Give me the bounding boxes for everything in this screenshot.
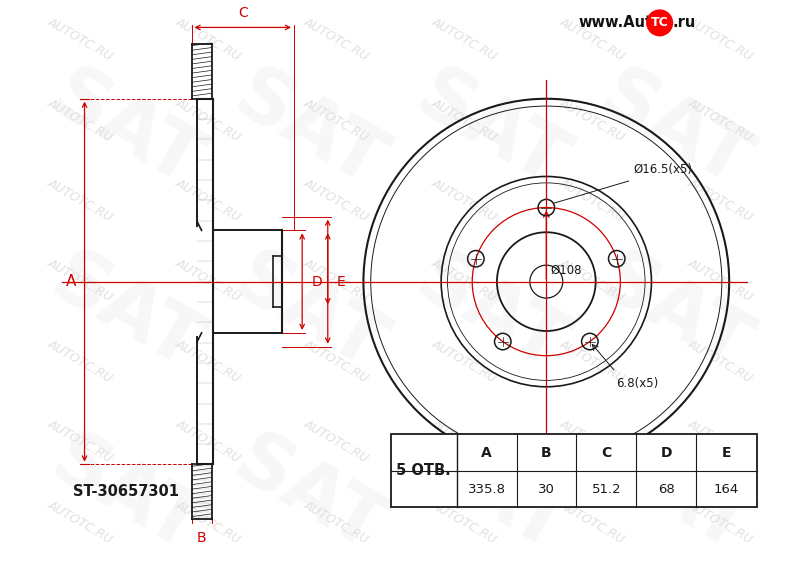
Text: SAT: SAT: [403, 241, 579, 386]
Text: AUTOTC.RU: AUTOTC.RU: [429, 337, 499, 385]
Text: AUTOTC.RU: AUTOTC.RU: [45, 176, 115, 224]
Text: AUTOTC.RU: AUTOTC.RU: [173, 176, 243, 224]
Circle shape: [647, 10, 673, 36]
Text: AUTOTC.RU: AUTOTC.RU: [557, 337, 627, 385]
Text: AUTOTC.RU: AUTOTC.RU: [45, 498, 115, 546]
Text: SAT: SAT: [586, 58, 762, 203]
Text: B: B: [542, 446, 552, 460]
Text: 68: 68: [658, 482, 674, 496]
Text: E: E: [722, 446, 731, 460]
Text: AUTOTC.RU: AUTOTC.RU: [45, 337, 115, 385]
Text: AUTOTC.RU: AUTOTC.RU: [45, 96, 115, 144]
Text: AUTOTC.RU: AUTOTC.RU: [429, 15, 499, 63]
Text: AUTOTC.RU: AUTOTC.RU: [301, 418, 371, 466]
Text: AUTOTC.RU: AUTOTC.RU: [685, 337, 755, 385]
Text: AUTOTC.RU: AUTOTC.RU: [301, 176, 371, 224]
Text: ST-30657301: ST-30657301: [73, 484, 178, 499]
Text: AUTOTC.RU: AUTOTC.RU: [301, 337, 371, 385]
Text: AUTOTC.RU: AUTOTC.RU: [173, 337, 243, 385]
Text: SAT: SAT: [586, 241, 762, 386]
Text: B: B: [197, 531, 206, 545]
Text: TC: TC: [651, 17, 669, 29]
Text: SAT: SAT: [221, 241, 397, 386]
Text: AUTOTC.RU: AUTOTC.RU: [685, 418, 755, 466]
Text: A: A: [482, 446, 492, 460]
Text: Ø16.5(x5): Ø16.5(x5): [633, 163, 692, 176]
Text: 30: 30: [538, 482, 555, 496]
Text: D: D: [661, 446, 672, 460]
Text: AUTOTC.RU: AUTOTC.RU: [557, 96, 627, 144]
Text: AUTOTC.RU: AUTOTC.RU: [45, 15, 115, 63]
Text: AUTOTC.RU: AUTOTC.RU: [557, 257, 627, 305]
Text: SAT: SAT: [221, 58, 397, 203]
Text: AUTOTC.RU: AUTOTC.RU: [429, 176, 499, 224]
Text: 5 ОТВ.: 5 ОТВ.: [396, 464, 451, 478]
Text: AUTOTC.RU: AUTOTC.RU: [173, 498, 243, 546]
Text: AUTOTC.RU: AUTOTC.RU: [429, 96, 499, 144]
Text: 6.8(x5): 6.8(x5): [616, 376, 658, 390]
Text: SAT: SAT: [403, 58, 579, 203]
Text: www.Auto: www.Auto: [578, 15, 662, 30]
Text: SAT: SAT: [38, 425, 214, 568]
Text: AUTOTC.RU: AUTOTC.RU: [685, 257, 755, 305]
Text: AUTOTC.RU: AUTOTC.RU: [557, 418, 627, 466]
Text: AUTOTC.RU: AUTOTC.RU: [557, 15, 627, 63]
Text: AUTOTC.RU: AUTOTC.RU: [685, 498, 755, 546]
Text: 51.2: 51.2: [592, 482, 622, 496]
Text: AUTOTC.RU: AUTOTC.RU: [173, 418, 243, 466]
Text: AUTOTC.RU: AUTOTC.RU: [685, 96, 755, 144]
Text: AUTOTC.RU: AUTOTC.RU: [685, 176, 755, 224]
Text: AUTOTC.RU: AUTOTC.RU: [429, 498, 499, 546]
Text: AUTOTC.RU: AUTOTC.RU: [685, 15, 755, 63]
Text: 164: 164: [714, 482, 739, 496]
Text: AUTOTC.RU: AUTOTC.RU: [301, 96, 371, 144]
Text: E: E: [337, 274, 346, 289]
Text: .ru: .ru: [673, 15, 696, 30]
FancyBboxPatch shape: [391, 434, 757, 508]
Text: SAT: SAT: [38, 58, 214, 203]
Text: SAT: SAT: [586, 425, 762, 568]
Text: AUTOTC.RU: AUTOTC.RU: [45, 418, 115, 466]
Text: AUTOTC.RU: AUTOTC.RU: [301, 498, 371, 546]
Text: A: A: [66, 274, 76, 289]
Text: AUTOTC.RU: AUTOTC.RU: [557, 176, 627, 224]
Text: AUTOTC.RU: AUTOTC.RU: [301, 15, 371, 63]
Text: Ø108: Ø108: [551, 264, 582, 277]
Text: SAT: SAT: [221, 425, 397, 568]
Text: AUTOTC.RU: AUTOTC.RU: [429, 418, 499, 466]
Text: C: C: [602, 446, 611, 460]
Text: AUTOTC.RU: AUTOTC.RU: [301, 257, 371, 305]
Text: SAT: SAT: [403, 425, 579, 568]
Text: AUTOTC.RU: AUTOTC.RU: [429, 257, 499, 305]
Text: AUTOTC.RU: AUTOTC.RU: [173, 257, 243, 305]
Text: 335.8: 335.8: [468, 482, 506, 496]
Text: AUTOTC.RU: AUTOTC.RU: [173, 15, 243, 63]
Text: SAT: SAT: [38, 241, 214, 386]
Text: AUTOTC.RU: AUTOTC.RU: [45, 257, 115, 305]
Text: AUTOTC.RU: AUTOTC.RU: [173, 96, 243, 144]
Text: D: D: [311, 274, 322, 289]
Text: AUTOTC.RU: AUTOTC.RU: [557, 498, 627, 546]
Text: C: C: [238, 6, 248, 20]
